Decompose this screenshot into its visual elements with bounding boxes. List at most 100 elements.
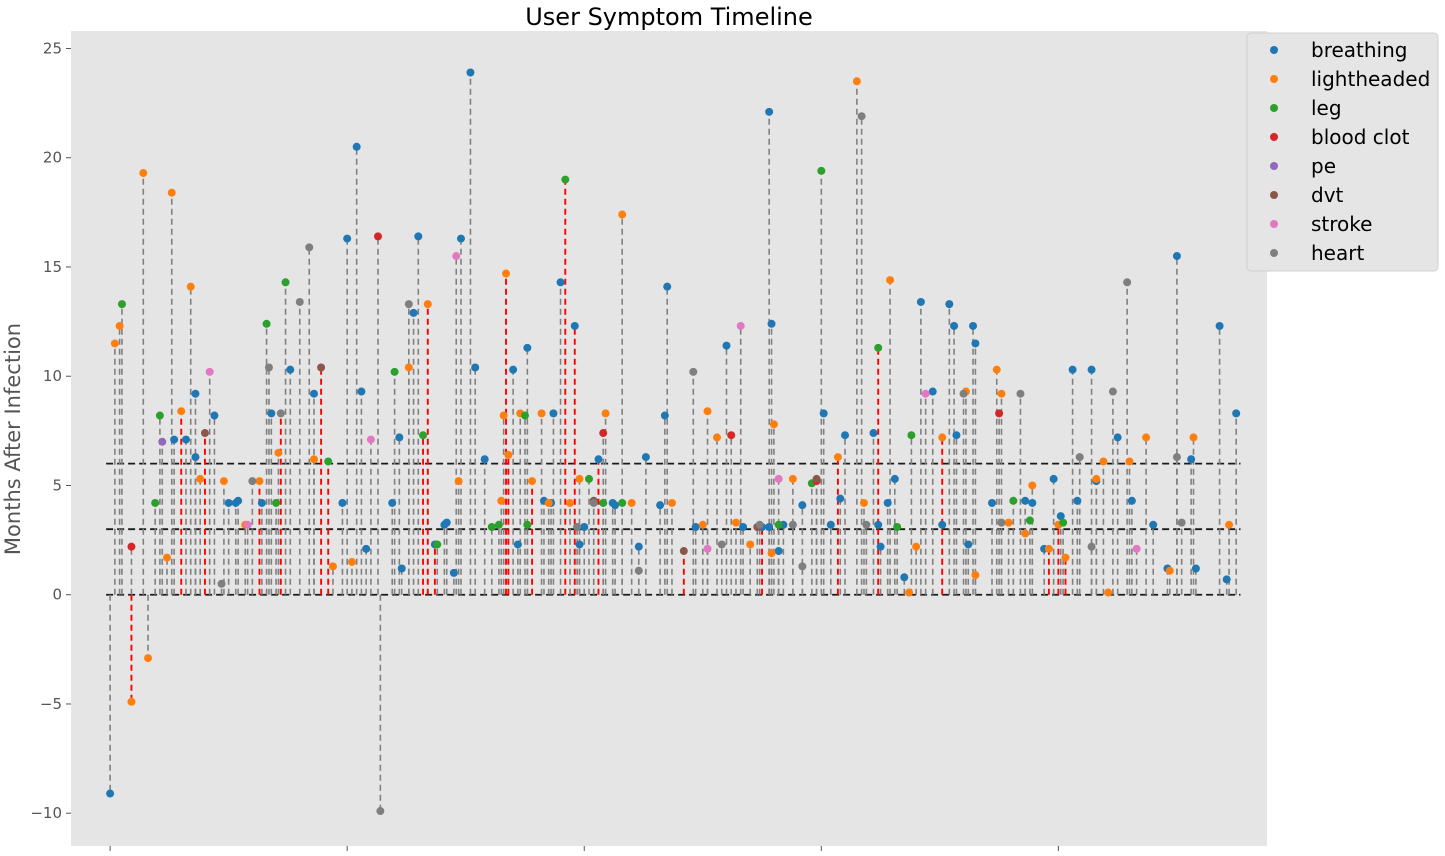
data-point-breathing [257,498,266,507]
data-point-lightheaded [328,562,337,571]
legend-label-lightheaded: lightheaded [1311,67,1430,91]
data-point-lightheaded [746,540,755,549]
data-point-breathing [826,520,835,529]
data-point-blood-clot [727,431,736,440]
data-point-stroke [366,435,375,444]
legend-label-pe: pe [1311,154,1336,178]
data-point-breathing [819,409,828,418]
y-tick-label: −10 [30,804,62,822]
data-point-lightheaded [196,474,205,483]
data-point-leg [151,498,160,507]
data-point-heart [295,297,304,306]
data-point-breathing [1172,252,1181,261]
y-tick-label: 20 [43,149,62,167]
data-points [106,68,1241,816]
data-point-leg [494,520,503,529]
data-point-lightheaded [566,498,575,507]
data-point-breathing [765,522,774,531]
data-point-lightheaded [938,433,947,442]
legend-label-blood-clot: blood clot [1311,125,1410,149]
data-point-heart [1108,387,1117,396]
chart-title: User Symptom Timeline [525,3,813,31]
data-point-lightheaded [767,549,776,558]
data-point-breathing [1232,409,1241,418]
data-point-breathing [739,522,748,531]
data-point-leg [907,431,916,440]
data-point-breathing [480,455,489,464]
data-point-leg [520,411,529,420]
data-point-lightheaded [1021,529,1030,538]
data-point-breathing [774,547,783,556]
legend-marker-pe [1270,162,1278,170]
data-point-heart [1123,278,1132,287]
data-point-heart [959,389,968,398]
data-point-breathing [798,501,807,510]
data-point-lightheaded [504,450,513,459]
data-point-lightheaded [1125,457,1134,466]
data-point-breathing [594,455,603,464]
data-point-breathing [952,431,961,440]
data-point-breathing [224,498,233,507]
data-point-lightheaded [997,389,1006,398]
data-point-lightheaded [731,518,740,527]
data-point-breathing [556,278,565,287]
data-point-lightheaded [404,363,413,372]
data-point-breathing [950,321,959,330]
data-point-leg [433,540,442,549]
y-tick-label: 5 [52,476,62,494]
data-point-breathing [549,409,558,418]
data-point-lightheaded [1225,520,1234,529]
data-point-leg [390,367,399,376]
legend-label-leg: leg [1311,96,1342,120]
data-point-breathing [916,297,925,306]
y-tick-label: 15 [43,258,62,276]
data-point-breathing [513,540,522,549]
data-point-lightheaded [912,542,921,551]
data-point-lightheaded [423,300,432,309]
data-point-lightheaded [886,276,895,285]
data-point-lightheaded [115,321,124,330]
data-point-heart [798,562,807,571]
data-point-lightheaded [703,407,712,416]
data-point-leg [272,498,281,507]
data-point-lightheaded [1189,433,1198,442]
data-point-lightheaded [1092,474,1101,483]
data-point-dvt [200,429,209,438]
data-point-lightheaded [219,477,228,486]
data-point-breathing [765,107,774,116]
data-point-breathing [656,501,665,510]
data-point-breathing [181,435,190,444]
data-point-heart [1016,389,1025,398]
data-point-lightheaded [255,477,264,486]
data-point-breathing [170,435,179,444]
y-axis-label: Months After Infection [1,323,25,555]
data-point-heart [788,520,797,529]
data-point-lightheaded [618,210,627,219]
data-point-breathing [691,522,700,531]
legend-marker-heart [1270,249,1278,257]
y-axis: −10 −5 0 5 10 15 20 25 [30,39,71,822]
data-point-breathing [611,501,620,510]
data-point-breathing [309,389,318,398]
data-point-heart [248,477,257,486]
data-point-breathing [267,409,276,418]
data-point-heart [376,807,385,816]
legend-marker-breathing [1270,46,1278,54]
data-point-breathing [874,520,883,529]
data-point-lightheaded [575,474,584,483]
data-point-breathing [876,542,885,551]
data-point-breathing [964,540,973,549]
data-point-breathing [523,343,532,352]
data-point-leg [155,411,164,420]
data-point-leg [487,522,496,531]
data-point-leg [584,474,593,483]
data-point-stroke [1132,544,1141,553]
data-point-stroke [736,321,745,330]
data-point-heart [404,300,413,309]
data-point-breathing [286,365,295,374]
data-point-lightheaded [1104,588,1113,597]
data-point-breathing [722,341,731,350]
data-point-lightheaded [110,339,119,348]
data-point-breathing [409,308,418,317]
